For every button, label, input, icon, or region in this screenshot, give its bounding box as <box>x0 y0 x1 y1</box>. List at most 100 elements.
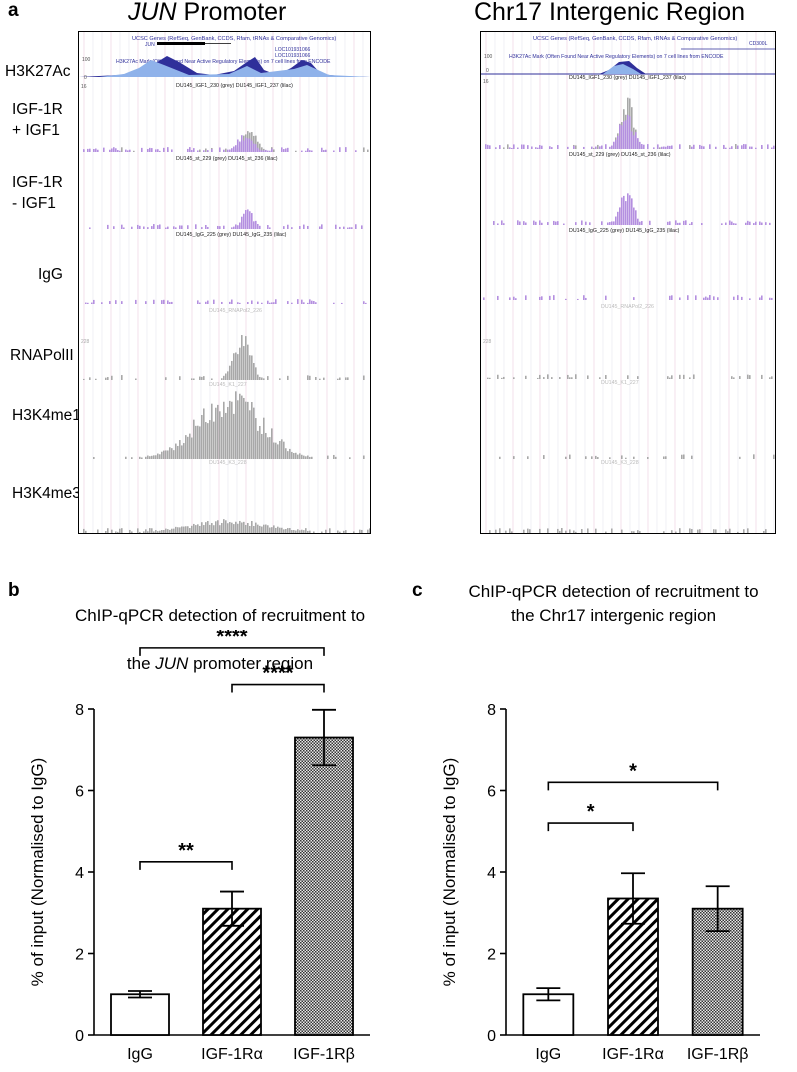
st-lilac-signal <box>689 223 691 225</box>
igf1-lilac-signal <box>521 144 523 149</box>
igf1-lilac-signal <box>321 147 323 152</box>
st-lilac-signal <box>753 223 755 225</box>
igf1-lilac-signal <box>485 144 487 149</box>
rnapol2-signal <box>257 374 259 380</box>
left-h3k27ac-light-layer <box>99 60 370 77</box>
left-browser-title: JUN Promoter <box>128 0 286 27</box>
left-track-label-3: DU145_IgG_225 (grey) DU145_IgG_235 (lila… <box>176 232 287 238</box>
igg-lilac-signal <box>707 297 709 300</box>
h3k4me3-signal <box>217 520 219 533</box>
st-lilac-signal <box>725 222 727 225</box>
igg-lilac-signal <box>565 298 567 300</box>
igf1-lilac-signal <box>643 144 645 149</box>
h3k4me1-signal <box>293 453 295 459</box>
h3k4me1-signal <box>543 455 545 459</box>
igf1-lilac-signal <box>305 150 307 152</box>
h3k4me3-signal <box>137 528 139 533</box>
igg-lilac-signal <box>101 302 103 304</box>
igg-lilac-signal <box>633 297 635 300</box>
bar-IgG <box>110 993 170 1036</box>
st-lilac-signal <box>563 223 565 225</box>
rnapol2-signal <box>575 374 577 379</box>
h3k4me1-signal <box>281 439 283 459</box>
h3k4me3-signal <box>763 530 765 533</box>
st-lilac-signal <box>761 222 763 225</box>
st-lilac-signal <box>493 221 495 225</box>
st-lilac-signal <box>729 220 731 225</box>
significance-label: * <box>587 801 595 823</box>
h3k4me3-signal <box>575 531 577 533</box>
h3k4me3-signal <box>173 528 175 533</box>
st-lilac-signal <box>769 222 771 225</box>
h3k4me1-signal <box>773 454 775 459</box>
igf1-lilac-signal <box>639 141 641 149</box>
igf1-lilac-signal <box>601 145 603 149</box>
igg-lilac-signal <box>515 298 517 300</box>
st-lilac-signal <box>755 221 757 225</box>
rnapol2-signal <box>267 376 269 380</box>
igf1-lilac-signal <box>109 149 111 152</box>
right-browser-header: UCSC Genes (RefSeq, GenBank, CCDS, Rfam,… <box>533 36 737 42</box>
rnapol2-signal <box>243 346 245 380</box>
igf1-lilac-signal <box>549 146 551 149</box>
st-lilac-signal <box>649 220 651 225</box>
rnapol2-signal <box>559 377 561 379</box>
igg-lilac-signal <box>297 299 299 304</box>
rnapol2-signal <box>567 374 569 379</box>
igf1-lilac-signal <box>307 148 309 152</box>
rnapol2-signal <box>263 378 265 380</box>
h3k4me3-signal <box>249 525 251 533</box>
h3k4me3-signal <box>111 529 113 533</box>
rnapol2-signal <box>637 376 639 379</box>
st-lilac-signal <box>535 221 537 225</box>
igf1-grey-signal <box>133 150 135 152</box>
rnapol2-signal <box>667 376 669 379</box>
h3k4me3-signal <box>353 531 355 533</box>
st-lilac-signal <box>339 226 341 229</box>
st-lilac-signal <box>343 226 345 229</box>
h3k4me3-signal <box>605 531 607 533</box>
h3k4me1-signal <box>245 401 247 459</box>
left-browser-scale-228: 228 <box>81 339 90 345</box>
rnapol2-signal <box>287 375 289 380</box>
st-lilac-signal <box>201 227 203 229</box>
h3k4me1-signal <box>237 400 239 459</box>
significance-bracket <box>231 683 325 693</box>
x-tick-label: IgG <box>535 1046 561 1063</box>
igf1-grey-signal <box>205 148 207 152</box>
h3k4me3-signal <box>233 524 235 533</box>
h3k4me3-signal <box>691 529 693 533</box>
x-tick-label: IGF-1Rα <box>602 1046 664 1063</box>
igf1-lilac-signal <box>157 149 159 152</box>
igg-lilac-signal <box>311 300 313 304</box>
h3k4me1-signal <box>585 456 587 459</box>
st-lilac-signal <box>303 224 305 229</box>
h3k4me3-signal <box>161 530 163 533</box>
rnapol2-signal <box>547 374 549 379</box>
st-lilac-signal <box>235 224 237 229</box>
rnapol2-signal <box>105 377 107 380</box>
igf1-lilac-signal <box>323 150 325 152</box>
h3k4me3-signal <box>143 531 145 533</box>
igg-lilac-signal <box>271 302 273 304</box>
igg-lilac-signal <box>605 295 607 300</box>
igg-lilac-signal <box>771 297 773 300</box>
st-lilac-signal <box>685 220 687 225</box>
igf1-lilac-signal <box>583 146 585 149</box>
st-lilac-signal <box>239 222 241 229</box>
st-lilac-signal <box>231 227 233 229</box>
h3k4me1-signal <box>273 442 275 459</box>
h3k4me1-signal <box>753 454 755 459</box>
h3k4me3-signal <box>85 530 87 533</box>
rnapol2-signal <box>749 375 751 379</box>
igg-lilac-signal <box>497 295 499 300</box>
h3k4me3-signal <box>489 530 491 533</box>
igf1-lilac-signal <box>235 145 237 152</box>
h3k4me3-signal <box>587 528 589 533</box>
igf1-lilac-signal <box>129 149 131 152</box>
row-label-h3k27ac: H3K27Ac <box>5 63 71 80</box>
st-lilac-signal <box>669 221 671 225</box>
st-lilac-signal <box>557 221 559 225</box>
h3k4me1-signal <box>253 407 255 459</box>
st-lilac-signal <box>589 222 591 225</box>
